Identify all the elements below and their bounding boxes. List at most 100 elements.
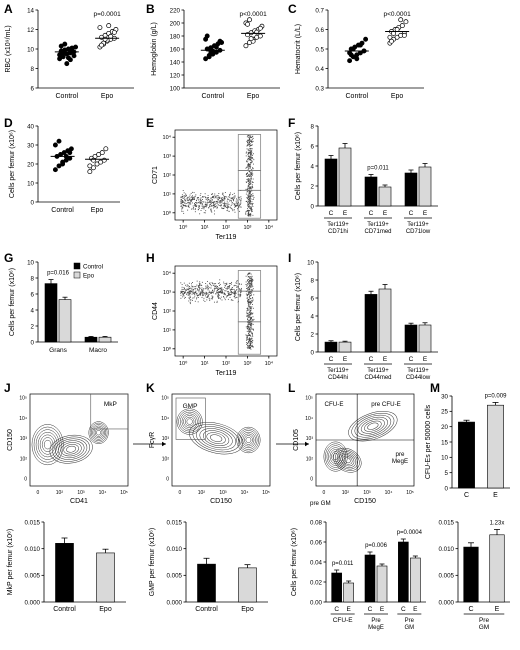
x-tick-label: E	[346, 606, 351, 613]
x-tick-label: 10⁵	[120, 490, 128, 496]
event-dot	[229, 284, 231, 286]
event-dot	[228, 293, 230, 295]
event-dot	[201, 287, 203, 289]
event-dot	[246, 339, 248, 341]
event-dot	[192, 207, 194, 209]
x-tick-label: C	[409, 356, 414, 363]
event-dot	[202, 292, 203, 294]
event-dot	[216, 292, 218, 294]
data-point	[399, 23, 405, 29]
event-dot	[250, 301, 252, 303]
event-dot	[247, 175, 249, 177]
event-dot	[239, 293, 241, 295]
x-tick-label: 0	[178, 490, 181, 496]
event-dot	[250, 177, 252, 179]
event-dot	[247, 327, 249, 329]
data-point	[87, 163, 93, 169]
event-dot	[221, 201, 223, 203]
event-dot	[191, 196, 193, 198]
event-dot	[250, 320, 252, 322]
event-dot	[209, 202, 211, 204]
event-dot	[248, 174, 250, 176]
x-axis-label: Ter119	[216, 234, 237, 241]
event-dot	[248, 291, 250, 293]
data-point	[389, 38, 394, 44]
event-dot	[250, 213, 252, 215]
event-dot	[213, 213, 215, 215]
event-dot	[246, 343, 248, 345]
event-dot	[248, 186, 250, 188]
data-point	[204, 33, 210, 39]
event-dot	[250, 169, 252, 171]
event-dot	[204, 212, 206, 214]
y-tick-label: 0.02	[310, 579, 323, 586]
event-dot	[192, 208, 194, 210]
y-tick-label: 10⁴	[163, 134, 172, 141]
y-tick-label: 220	[170, 7, 181, 14]
event-dot	[210, 201, 212, 203]
event-dot	[216, 286, 218, 288]
event-dot	[207, 297, 209, 298]
event-dot	[182, 296, 184, 298]
bar	[338, 147, 352, 207]
x-axis-label: CD150	[210, 498, 232, 505]
event-dot	[205, 296, 207, 298]
event-dot	[249, 341, 251, 343]
event-dot	[214, 203, 216, 205]
event-dot	[247, 212, 249, 213]
x-category-label: Epo	[101, 93, 114, 100]
event-dot	[199, 294, 201, 296]
event-dot	[249, 329, 251, 331]
event-dot	[247, 164, 249, 166]
event-dot	[211, 298, 213, 300]
event-dot	[249, 285, 251, 287]
y-tick-label: 0.005	[439, 573, 455, 580]
event-dot	[210, 287, 212, 289]
event-dot	[216, 287, 218, 289]
event-dot	[192, 299, 193, 301]
event-dot	[189, 286, 191, 287]
data-point	[60, 159, 66, 165]
gate-box	[237, 134, 262, 171]
event-dot	[194, 198, 195, 200]
event-dot	[221, 288, 223, 290]
event-dot	[183, 212, 185, 214]
event-dot	[246, 316, 248, 317]
event-dot	[203, 208, 205, 210]
bar	[84, 336, 98, 343]
event-dot	[247, 342, 249, 344]
event-dot	[250, 325, 251, 326]
y-tick-label: 0.3	[315, 85, 324, 92]
event-dot	[252, 289, 254, 291]
event-dot	[229, 293, 231, 295]
event-dot	[212, 285, 214, 286]
event-dot	[226, 296, 227, 298]
event-dot	[230, 204, 232, 206]
x-tick-label: 10³	[243, 361, 251, 367]
event-dot	[245, 281, 247, 283]
event-dot	[247, 166, 249, 168]
event-dot	[184, 204, 186, 206]
event-dot	[248, 272, 250, 274]
event-dot	[212, 283, 214, 285]
event-dot	[223, 197, 225, 199]
p-value-annotation: p=0.011	[367, 166, 389, 172]
event-dot	[215, 293, 217, 295]
event-dot	[247, 199, 249, 201]
event-dot	[245, 211, 247, 213]
bar	[404, 172, 418, 207]
event-dot	[235, 205, 237, 207]
event-dot	[221, 289, 223, 291]
event-dot	[249, 156, 251, 158]
event-dot	[188, 286, 190, 288]
event-dot	[246, 312, 248, 314]
event-dot	[230, 201, 232, 203]
event-dot	[247, 139, 249, 141]
event-dot	[205, 204, 207, 206]
event-dot	[251, 278, 253, 280]
event-dot	[251, 280, 253, 282]
event-dot	[249, 342, 251, 344]
event-dot	[248, 188, 250, 190]
event-dot	[247, 299, 249, 301]
event-dot	[250, 334, 251, 336]
